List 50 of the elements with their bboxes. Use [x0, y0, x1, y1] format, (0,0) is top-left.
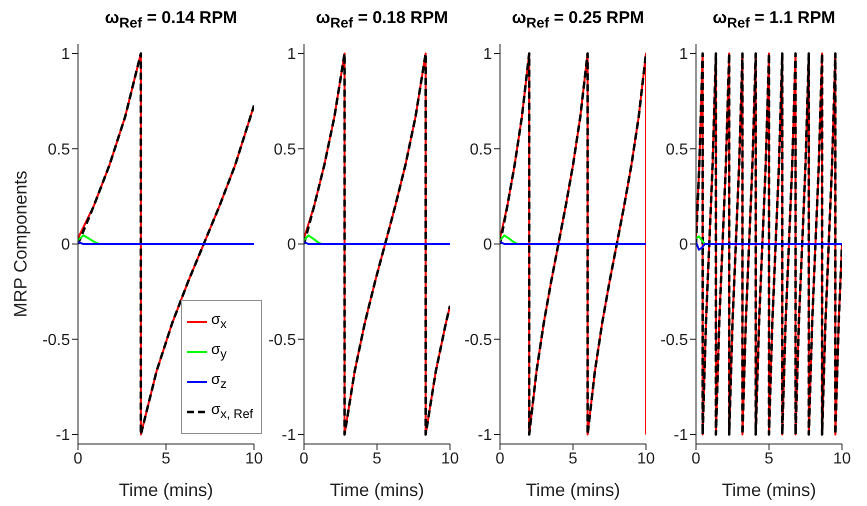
- chart-title: ω$_{Ref}$ = 0.18 RPM: [316, 8, 448, 32]
- y-tick-label: 0.5: [48, 141, 70, 158]
- y-tick-label: 0.5: [666, 141, 688, 158]
- legend-label: σ$_{x}$: [211, 310, 227, 333]
- line-series: [696, 241, 842, 251]
- y-tick-label: 1: [61, 46, 70, 64]
- x-tick-label: 10: [833, 450, 851, 468]
- x-tick-label: 5: [764, 450, 774, 468]
- x-tick-label: 10: [441, 450, 459, 468]
- y-tick-label: 0.5: [274, 141, 296, 158]
- y-tick-label: 0: [483, 236, 492, 254]
- x-axis-title: Time (mins): [118, 480, 214, 500]
- y-tick-label: -1: [674, 427, 688, 444]
- y-tick-label: 0.5: [470, 141, 492, 158]
- y-tick-label: -1: [282, 427, 296, 444]
- chart-title: ω$_{Ref}$ = 0.25 RPM: [512, 8, 644, 32]
- legend-label: σ$_{y}$: [211, 340, 227, 363]
- y-tick-label: 0: [61, 236, 70, 254]
- x-tick-label: 5: [568, 450, 578, 468]
- x-tick-label: 10: [245, 450, 263, 468]
- y-tick-label: 1: [483, 46, 492, 64]
- line-series: [696, 235, 706, 245]
- x-tick-label: 0: [692, 450, 701, 468]
- legend-label: σ$_{z}$: [211, 370, 227, 393]
- y-tick-label: 0: [287, 236, 296, 254]
- legend-label: σ$_{x, Ref}$: [211, 400, 253, 423]
- chart-title: ω$_{Ref}$ = 0.14 RPM: [104, 8, 238, 32]
- x-tick-label: 0: [496, 450, 505, 468]
- x-axis-title: Time (mins): [526, 480, 620, 500]
- y-tick-label: -1: [478, 427, 492, 444]
- y-tick-label: -0.5: [464, 332, 492, 349]
- y-tick-label: -0.5: [42, 332, 70, 349]
- y-tick-label: 1: [679, 46, 688, 64]
- x-axis-title: Time (mins): [722, 480, 816, 500]
- x-tick-label: 0: [300, 450, 309, 468]
- x-tick-label: 5: [162, 450, 171, 468]
- x-tick-label: 0: [74, 450, 83, 468]
- y-axis-title: MRP Components: [10, 170, 30, 318]
- line-series: [500, 234, 519, 245]
- chart-title: ω$_{Ref}$ = 1.1 RPM: [712, 8, 836, 32]
- y-tick-label: -0.5: [268, 332, 296, 349]
- y-tick-label: 1: [287, 46, 296, 64]
- y-tick-label: -1: [56, 427, 70, 444]
- line-series: [304, 234, 323, 245]
- x-tick-label: 10: [637, 450, 655, 468]
- x-axis-title: Time (mins): [330, 480, 424, 500]
- y-tick-label: 0: [679, 236, 688, 254]
- x-tick-label: 5: [372, 450, 382, 468]
- y-tick-label: -0.5: [660, 332, 688, 349]
- line-series: [78, 234, 100, 245]
